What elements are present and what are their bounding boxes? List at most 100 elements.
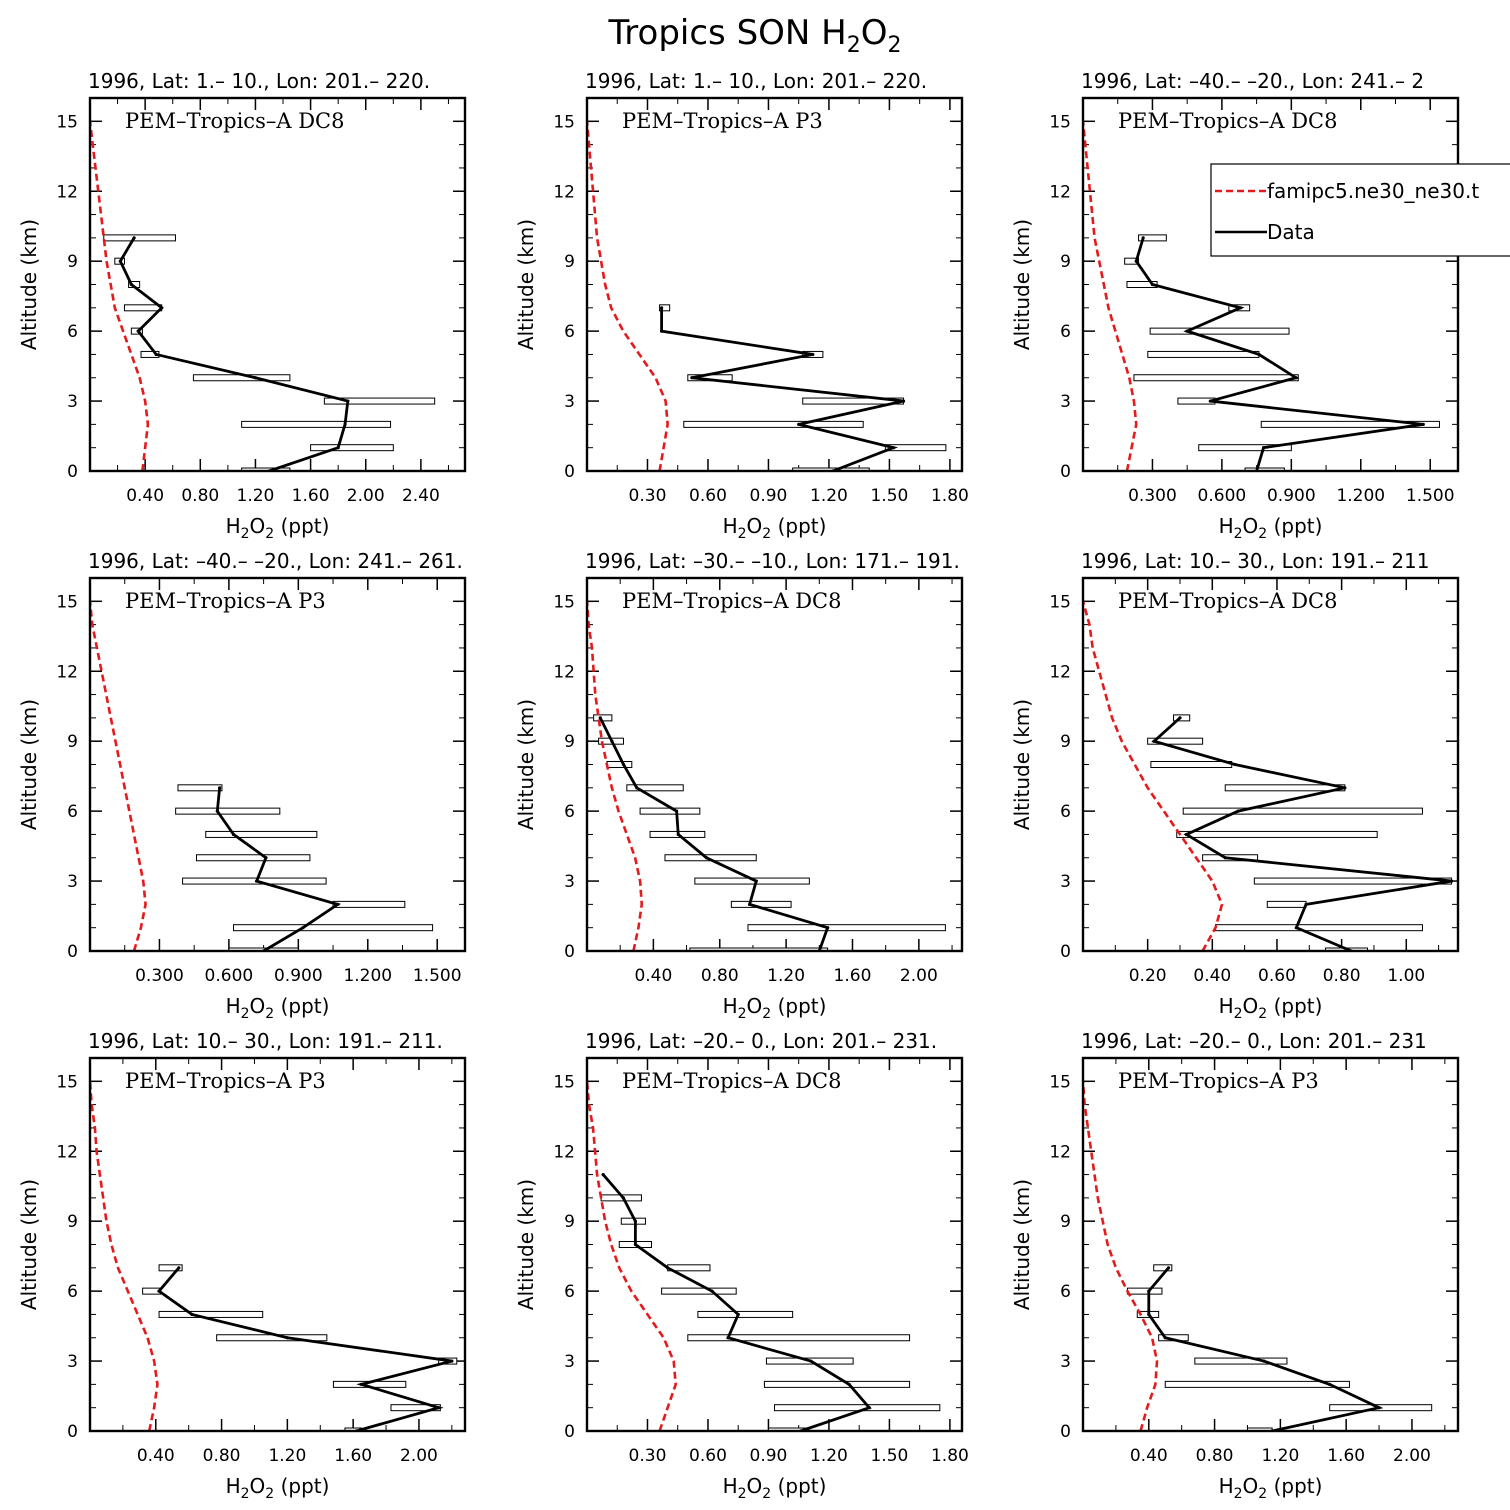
y-axis-label: Altitude (km) xyxy=(514,699,538,830)
x-axis-label: H2O2 (ppt) xyxy=(1219,514,1323,542)
data-point xyxy=(825,926,830,930)
y-tick-label: 15 xyxy=(553,112,575,132)
y-tick-label: 12 xyxy=(56,182,78,202)
panel-campaign-label: PEM–Tropics–A DC8 xyxy=(622,589,841,613)
data-point xyxy=(231,832,236,837)
data-point xyxy=(154,352,158,357)
y-axis-label: Altitude (km) xyxy=(514,1179,538,1310)
data-point xyxy=(797,422,801,426)
y-tick-label: 0 xyxy=(67,462,78,482)
data-series-line xyxy=(118,237,350,471)
data-point xyxy=(726,1336,730,1340)
x-tick-label: 0.80 xyxy=(203,1446,241,1466)
y-tick-label: 6 xyxy=(1060,322,1071,342)
data-point xyxy=(1294,926,1298,930)
data-point xyxy=(359,1382,363,1386)
x-tick-label: 0.40 xyxy=(137,1446,175,1466)
data-point xyxy=(704,856,709,860)
data-point xyxy=(157,1289,161,1293)
x-axis-label: H2O2 (ppt) xyxy=(1219,1474,1323,1502)
model-series-line xyxy=(90,1081,159,1431)
data-point xyxy=(690,376,694,380)
data-range-box xyxy=(344,1427,362,1431)
data-range-box xyxy=(1215,924,1423,932)
y-tick-label: 15 xyxy=(1049,1072,1071,1092)
data-point xyxy=(809,1359,813,1363)
x-tick-label: 1.20 xyxy=(767,966,805,986)
data-range-box xyxy=(1138,234,1167,242)
data-range-box xyxy=(1266,900,1307,908)
panel-frame xyxy=(88,96,467,473)
data-point xyxy=(1184,832,1189,837)
panel-subtitle: 1996, Lat: –20.– 0., Lon: 201.– 231. xyxy=(585,1029,937,1053)
panel-subtitle: 1996, Lat: 10.– 30., Lon: 191.– 211. xyxy=(88,1029,443,1053)
chart-panel-4: 1996, Lat: –40.– –20., Lon: 241.– 261. 0 3… xyxy=(17,549,467,1022)
data-point xyxy=(285,1336,289,1340)
data-point xyxy=(754,879,758,883)
model-series-line xyxy=(1083,1081,1159,1431)
data-series-line xyxy=(157,1266,453,1431)
x-tick-label: 1.20 xyxy=(810,486,848,506)
x-tick-label: 1.20 xyxy=(1261,1446,1299,1466)
data-range-box xyxy=(1224,784,1346,792)
data-series-line xyxy=(215,787,341,951)
data-point xyxy=(136,329,140,333)
y-tick-label: 0 xyxy=(1060,1422,1071,1442)
x-tick-label: 1.20 xyxy=(268,1446,306,1466)
chart-panel-6: 1996, Lat: 10.– 30., Lon: 191.– 211 0 3 6 9 1… xyxy=(1010,549,1460,1022)
data-point xyxy=(601,1172,605,1177)
data-point xyxy=(118,259,122,263)
x-tick-label: 0.900 xyxy=(1267,486,1316,506)
panel-frame xyxy=(88,576,467,953)
data-range-box xyxy=(659,304,671,312)
x-tick-label: 0.80 xyxy=(1323,966,1361,986)
data-range-box xyxy=(626,784,684,792)
model-series-line xyxy=(90,601,147,951)
chart-panel-1: 1996, Lat: 1.– 10., Lon: 201.– 220. 0 3 6 9 1… xyxy=(17,69,467,542)
chart-panel-2: 1996, Lat: 1.– 10., Lon: 201.– 220. 0 3 6 9 1… xyxy=(514,69,969,542)
y-axis-label: Altitude (km) xyxy=(1010,1179,1034,1310)
data-point xyxy=(635,786,639,790)
y-tick-label: 0 xyxy=(564,942,575,962)
model-series-line xyxy=(587,121,669,471)
data-range-box xyxy=(1153,1264,1173,1272)
x-axis-label: H2O2 (ppt) xyxy=(226,994,330,1022)
panel-frame xyxy=(585,1056,964,1433)
plot-area xyxy=(1083,121,1440,471)
data-point xyxy=(1328,1382,1332,1386)
y-tick-label: 12 xyxy=(56,1142,78,1162)
data-point xyxy=(1163,1336,1167,1340)
y-tick-label: 9 xyxy=(67,732,78,752)
x-axis-label: H2O2 (ppt) xyxy=(723,994,827,1022)
y-tick-label: 0 xyxy=(1060,942,1071,962)
panel-subtitle: 1996, Lat: 1.– 10., Lon: 201.– 220. xyxy=(585,69,927,93)
x-tick-label: 1.50 xyxy=(870,1446,908,1466)
y-tick-label: 6 xyxy=(67,322,78,342)
data-point xyxy=(1150,282,1155,287)
x-tick-label: 1.20 xyxy=(810,1446,848,1466)
chart-panel-7: 1996, Lat: 10.– 30., Lon: 191.– 211. 0 3 6 9… xyxy=(17,1029,467,1502)
plot-area xyxy=(1083,600,1454,951)
y-tick-label: 15 xyxy=(1049,112,1071,132)
y-tick-label: 9 xyxy=(1060,252,1071,272)
data-point xyxy=(336,902,340,906)
x-tick-label: 0.80 xyxy=(701,966,739,986)
x-tick-label: 0.600 xyxy=(1198,486,1247,506)
data-range-box xyxy=(158,1264,183,1272)
panel-campaign-label: PEM–Tropics–A P3 xyxy=(622,109,823,133)
data-range-box xyxy=(661,1287,737,1295)
data-range-box xyxy=(175,807,281,815)
data-point xyxy=(1141,236,1145,240)
model-series-line xyxy=(587,601,644,951)
x-tick-label: 0.90 xyxy=(750,1446,788,1466)
data-point xyxy=(1261,446,1266,450)
data-range-box xyxy=(1176,830,1378,838)
data-point xyxy=(264,856,268,860)
data-point xyxy=(748,902,752,906)
data-point xyxy=(1343,786,1347,790)
y-tick-label: 6 xyxy=(564,802,575,822)
y-tick-label: 6 xyxy=(564,1282,575,1302)
model-series-line xyxy=(1083,600,1224,951)
plot-area xyxy=(90,1081,458,1431)
data-range-box xyxy=(241,420,392,428)
